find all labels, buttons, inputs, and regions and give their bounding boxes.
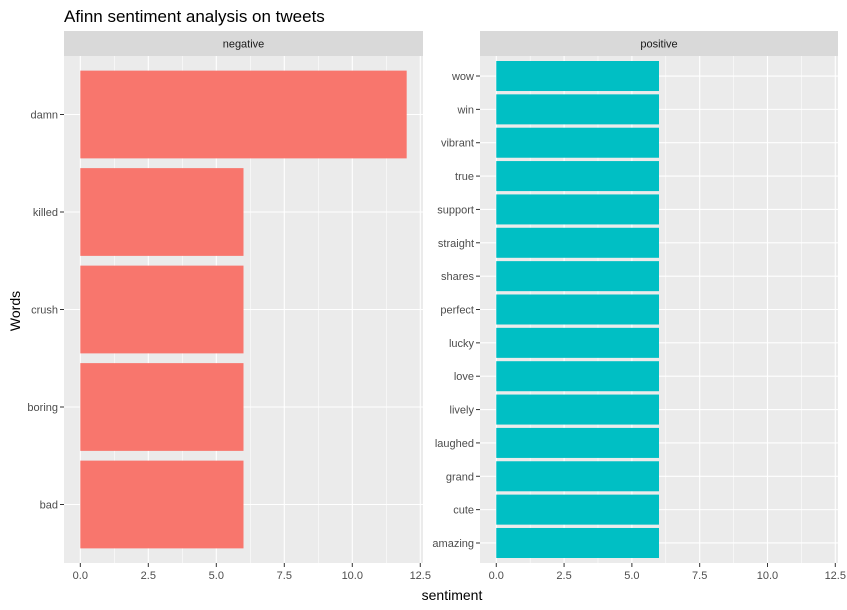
y-tick-label: grand	[446, 471, 474, 483]
y-tick-label: crush	[31, 305, 58, 317]
y-axis-title: Words	[7, 291, 23, 331]
y-tick-label: win	[456, 104, 474, 116]
bar-lucky	[496, 327, 659, 358]
y-tick-label: straight	[438, 238, 474, 250]
bar-cute	[496, 494, 659, 525]
bar-bad	[80, 460, 244, 549]
y-tick-label: vibrant	[441, 138, 474, 150]
bar-killed	[80, 168, 244, 256]
y-tick-label: shares	[441, 271, 475, 283]
bar-shares	[496, 261, 659, 292]
y-tick-label: cute	[453, 505, 474, 517]
strip-label: positive	[640, 39, 677, 51]
x-tick-label: 7.5	[277, 570, 292, 582]
bar-wow	[496, 61, 659, 92]
bar-perfect	[496, 294, 659, 325]
x-tick-label: 10.0	[342, 570, 363, 582]
panel-negative: negative bad boring crush killed damn 0.0 2.5 5.…	[27, 31, 431, 582]
y-tick-label: wow	[451, 71, 474, 83]
strip-negative	[64, 31, 423, 56]
y-tick-label: love	[454, 371, 474, 383]
x-tick-label: 5.0	[624, 570, 639, 582]
y-tick-label: killed	[33, 207, 58, 219]
x-axis-title: sentiment	[422, 587, 483, 603]
x-tick-label: 0.0	[73, 570, 88, 582]
x-tick-label: 5.0	[209, 570, 224, 582]
y-tick-label: true	[455, 171, 474, 183]
bar-amazing	[496, 527, 659, 558]
x-tick-label: 10.0	[757, 570, 778, 582]
x-tick-label: 0.0	[489, 570, 504, 582]
x-tick-label: 2.5	[141, 570, 156, 582]
bar-crush	[80, 265, 244, 354]
strip-positive	[480, 31, 838, 56]
x-tick-label: 7.5	[692, 570, 707, 582]
y-tick-label: perfect	[440, 305, 474, 317]
bar-damn	[80, 70, 407, 159]
y-tick-label: lucky	[449, 338, 475, 350]
bar-love	[496, 361, 659, 392]
facet-panels: negative bad boring crush killed damn 0.0 2.5 5.…	[27, 31, 846, 582]
x-tick-label: 2.5	[556, 570, 571, 582]
bar-boring	[80, 363, 244, 451]
bar-vibrant	[496, 127, 659, 158]
bar-straight	[496, 227, 659, 258]
bar-true	[496, 161, 659, 192]
x-tick-label: 12.5	[410, 570, 431, 582]
bar-lively	[496, 394, 659, 425]
y-tick-label: amazing	[432, 538, 474, 550]
bar-win	[496, 94, 659, 125]
bar-support	[496, 194, 659, 225]
y-tick-label: laughed	[435, 438, 474, 450]
y-tick-label: lively	[450, 405, 475, 417]
panel-positive: positive amazing cute grand laughed lively lov…	[432, 31, 846, 582]
y-tick-label: boring	[27, 402, 58, 414]
bar-grand	[496, 461, 659, 492]
y-tick-label: bad	[40, 500, 58, 512]
y-tick-label: damn	[30, 110, 58, 122]
strip-label: negative	[223, 39, 265, 51]
x-tick-label: 12.5	[825, 570, 846, 582]
y-tick-label: support	[437, 204, 474, 216]
chart-title: Afinn sentiment analysis on tweets	[64, 7, 325, 26]
bar-laughed	[496, 427, 659, 458]
